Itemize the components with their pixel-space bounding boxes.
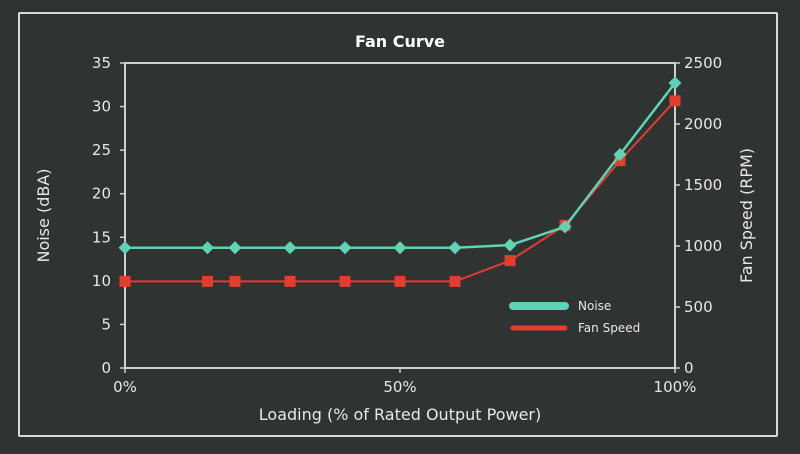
noise-point bbox=[118, 241, 132, 255]
noise-point bbox=[338, 241, 352, 255]
fan-speed-point bbox=[504, 255, 516, 267]
y-tick-label: 5 bbox=[101, 315, 111, 333]
fan-speed-point bbox=[449, 275, 461, 287]
fan-speed-point bbox=[394, 275, 406, 287]
y2-axis-title: Fan Speed (RPM) bbox=[737, 148, 756, 283]
noise-point bbox=[558, 220, 572, 234]
x-tick-label: 0% bbox=[113, 378, 137, 396]
y-axis-title: Noise (dBA) bbox=[34, 168, 53, 262]
y2-tick-label: 1500 bbox=[684, 176, 722, 194]
noise-point bbox=[283, 241, 297, 255]
y-tick-label: 0 bbox=[101, 359, 111, 377]
y-tick-label: 30 bbox=[92, 98, 111, 116]
y-tick-label: 10 bbox=[92, 272, 111, 290]
noise-point bbox=[228, 241, 242, 255]
noise-point bbox=[393, 241, 407, 255]
fan-speed-point bbox=[339, 275, 351, 287]
y-tick-label: 20 bbox=[92, 185, 111, 203]
fan-speed-point bbox=[669, 95, 681, 107]
fan-speed-point bbox=[119, 275, 131, 287]
legend-label-noise: Noise bbox=[578, 299, 611, 313]
y-tick-label: 25 bbox=[92, 141, 111, 159]
noise-point bbox=[201, 241, 214, 255]
fan-speed-point bbox=[284, 275, 296, 287]
noise-point bbox=[613, 148, 627, 161]
chart-frame bbox=[18, 12, 778, 437]
y2-tick-label: 0 bbox=[684, 359, 694, 377]
x-tick-label: 100% bbox=[654, 378, 697, 396]
y-tick-label: 35 bbox=[92, 54, 111, 72]
fan-speed-point bbox=[229, 275, 241, 287]
chart-title: Fan Curve bbox=[355, 32, 445, 51]
legend-label-fan-speed: Fan Speed bbox=[578, 321, 640, 335]
y2-tick-label: 500 bbox=[684, 298, 713, 316]
y-tick-label: 15 bbox=[92, 228, 111, 246]
noise-point bbox=[668, 76, 682, 90]
x-axis-title: Loading (% of Rated Output Power) bbox=[259, 405, 541, 424]
fan-speed-point bbox=[202, 275, 213, 287]
y2-tick-label: 2000 bbox=[684, 115, 722, 133]
x-tick-label: 50% bbox=[383, 378, 416, 396]
y2-tick-label: 1000 bbox=[684, 237, 722, 255]
y2-tick-label: 2500 bbox=[684, 54, 722, 72]
noise-point bbox=[503, 238, 517, 252]
noise-point bbox=[448, 241, 462, 255]
noise-line bbox=[125, 82, 676, 249]
